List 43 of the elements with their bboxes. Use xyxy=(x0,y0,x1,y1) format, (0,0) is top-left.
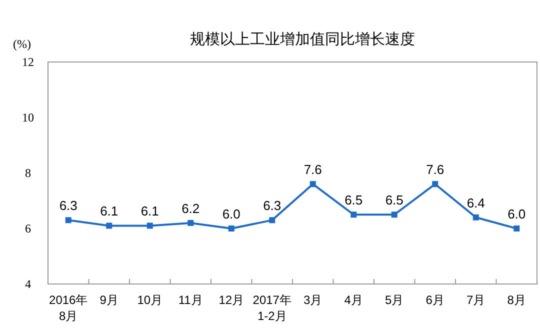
y-tick-label: 12 xyxy=(22,55,34,69)
x-tick-label: 3月 xyxy=(304,293,322,307)
y-tick-label: 6 xyxy=(25,222,31,236)
x-tick-label: 11月 xyxy=(178,293,203,307)
point xyxy=(269,217,276,224)
data-label: 6.3 xyxy=(59,198,78,214)
y-tick-label: 4 xyxy=(25,277,31,291)
data-label: 7.6 xyxy=(426,162,444,178)
data-label: 6.1 xyxy=(100,204,118,219)
point xyxy=(106,222,112,229)
data-label: 6.4 xyxy=(466,195,485,210)
point xyxy=(146,222,153,229)
x-tick-label: 6月 xyxy=(426,293,444,307)
data-label: 7.6 xyxy=(304,162,322,178)
x-tick-label: 2017年 1-2月 xyxy=(252,293,292,323)
x-tick-label: 10月 xyxy=(137,293,163,307)
x-tick-label: 7月 xyxy=(466,293,486,307)
data-label: 6.0 xyxy=(222,206,240,222)
point xyxy=(188,220,194,226)
point xyxy=(228,226,234,232)
x-tick-label: 9月 xyxy=(100,293,118,307)
point xyxy=(514,226,520,232)
x-tick-label: 8月 xyxy=(507,293,526,307)
point xyxy=(65,217,72,224)
data-label: 6.5 xyxy=(385,192,404,208)
x-tick-label: 2016年 8月 xyxy=(49,293,88,323)
data-label: 6.3 xyxy=(263,198,282,214)
point xyxy=(472,214,479,220)
y-tick-label: 8 xyxy=(25,166,31,180)
y-axis-title: (%) xyxy=(13,37,31,51)
x-tick-label: 5月 xyxy=(385,293,404,307)
data-label: 6.1 xyxy=(140,204,159,219)
point xyxy=(432,181,438,188)
chart-title: 规模以上工业增加值同比增长速度 xyxy=(190,31,415,48)
point xyxy=(310,181,316,188)
x-tick-label: 4月 xyxy=(344,293,363,307)
data-label: 6.0 xyxy=(508,206,526,222)
data-label: 6.2 xyxy=(182,200,200,216)
x-tick-label: 12月 xyxy=(218,293,244,307)
point xyxy=(391,212,398,218)
data-label: 6.5 xyxy=(344,192,363,208)
point xyxy=(350,212,357,218)
y-tick-label: 10 xyxy=(22,110,34,124)
